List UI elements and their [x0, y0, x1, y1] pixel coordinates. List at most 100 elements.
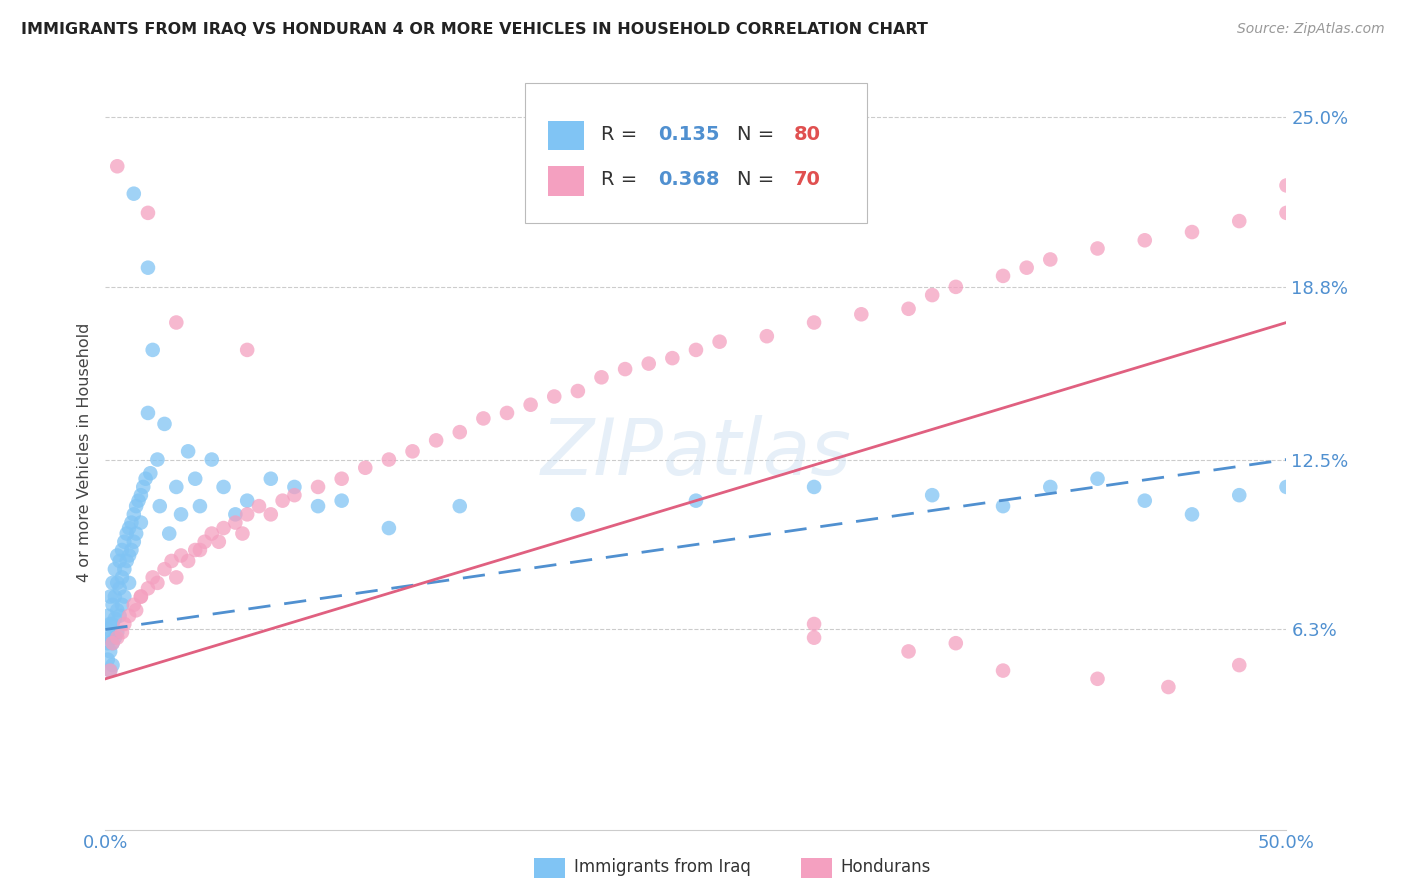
Point: [496, 406, 519, 420]
Point: [146, 452, 169, 467]
Point: [803, 480, 825, 494]
Point: [851, 307, 873, 321]
Point: [661, 351, 683, 365]
Point: [128, 493, 150, 508]
Point: [112, 617, 135, 632]
Point: [1227, 488, 1250, 502]
Point: [101, 636, 124, 650]
Point: [921, 488, 943, 502]
Point: [260, 508, 283, 522]
Point: [125, 526, 148, 541]
Point: [177, 554, 200, 568]
Text: 80: 80: [794, 125, 821, 144]
Point: [120, 516, 142, 530]
Point: [1087, 242, 1109, 256]
Point: [1227, 658, 1250, 673]
Point: [129, 590, 152, 604]
Point: [122, 598, 145, 612]
Point: [122, 186, 145, 201]
Point: [591, 370, 613, 384]
Point: [136, 582, 159, 596]
Point: [98, 664, 121, 678]
Point: [118, 549, 141, 563]
Point: [98, 644, 121, 658]
Point: [146, 575, 169, 590]
Point: [98, 617, 121, 632]
Point: [184, 472, 207, 486]
Point: [104, 590, 127, 604]
Point: [201, 452, 224, 467]
Point: [685, 343, 707, 357]
Point: [1275, 206, 1298, 220]
Point: [212, 480, 235, 494]
Point: [97, 652, 120, 666]
Point: [709, 334, 731, 349]
Point: [1133, 233, 1156, 247]
Point: [112, 590, 135, 604]
Point: [157, 526, 180, 541]
Point: [212, 521, 235, 535]
Point: [543, 390, 565, 404]
Point: [101, 617, 124, 632]
Point: [136, 406, 159, 420]
Point: [101, 636, 124, 650]
Point: [991, 664, 1014, 678]
Point: [472, 411, 495, 425]
Point: [260, 472, 283, 486]
Point: [104, 562, 127, 576]
Point: [120, 543, 142, 558]
Point: [188, 543, 211, 558]
Point: [945, 280, 967, 294]
Point: [184, 543, 207, 558]
Point: [108, 608, 131, 623]
Point: [945, 636, 967, 650]
Point: [755, 329, 778, 343]
Point: [307, 499, 329, 513]
Point: [112, 534, 135, 549]
Point: [135, 472, 157, 486]
Point: [165, 316, 187, 330]
Point: [101, 658, 124, 673]
Text: R =: R =: [602, 125, 644, 144]
Point: [449, 499, 471, 513]
Point: [208, 534, 231, 549]
Point: [118, 608, 141, 623]
Point: [283, 480, 305, 494]
Point: [236, 508, 259, 522]
Point: [247, 499, 270, 513]
Point: [188, 499, 211, 513]
Point: [142, 570, 165, 584]
Text: 70: 70: [794, 170, 821, 189]
Point: [1015, 260, 1038, 275]
Point: [1039, 252, 1062, 267]
Point: [125, 603, 148, 617]
Point: [614, 362, 637, 376]
Point: [132, 480, 155, 494]
Point: [111, 625, 134, 640]
Point: [115, 526, 138, 541]
Point: [105, 625, 128, 640]
Point: [330, 472, 353, 486]
Point: [224, 508, 246, 522]
Point: [97, 623, 120, 637]
Point: [307, 480, 329, 494]
Point: [105, 159, 128, 173]
Point: [165, 480, 187, 494]
Text: 0.135: 0.135: [658, 125, 720, 144]
Point: [136, 206, 159, 220]
Point: [897, 301, 920, 316]
Point: [108, 582, 131, 596]
Point: [101, 575, 124, 590]
Point: [1275, 178, 1298, 193]
Text: N =: N =: [737, 125, 780, 144]
Point: [97, 636, 120, 650]
Point: [122, 508, 145, 522]
FancyBboxPatch shape: [548, 121, 583, 151]
FancyBboxPatch shape: [548, 166, 583, 195]
Point: [803, 316, 825, 330]
Point: [231, 526, 253, 541]
Point: [142, 343, 165, 357]
Point: [111, 570, 134, 584]
Point: [803, 617, 825, 632]
Point: [98, 631, 121, 645]
